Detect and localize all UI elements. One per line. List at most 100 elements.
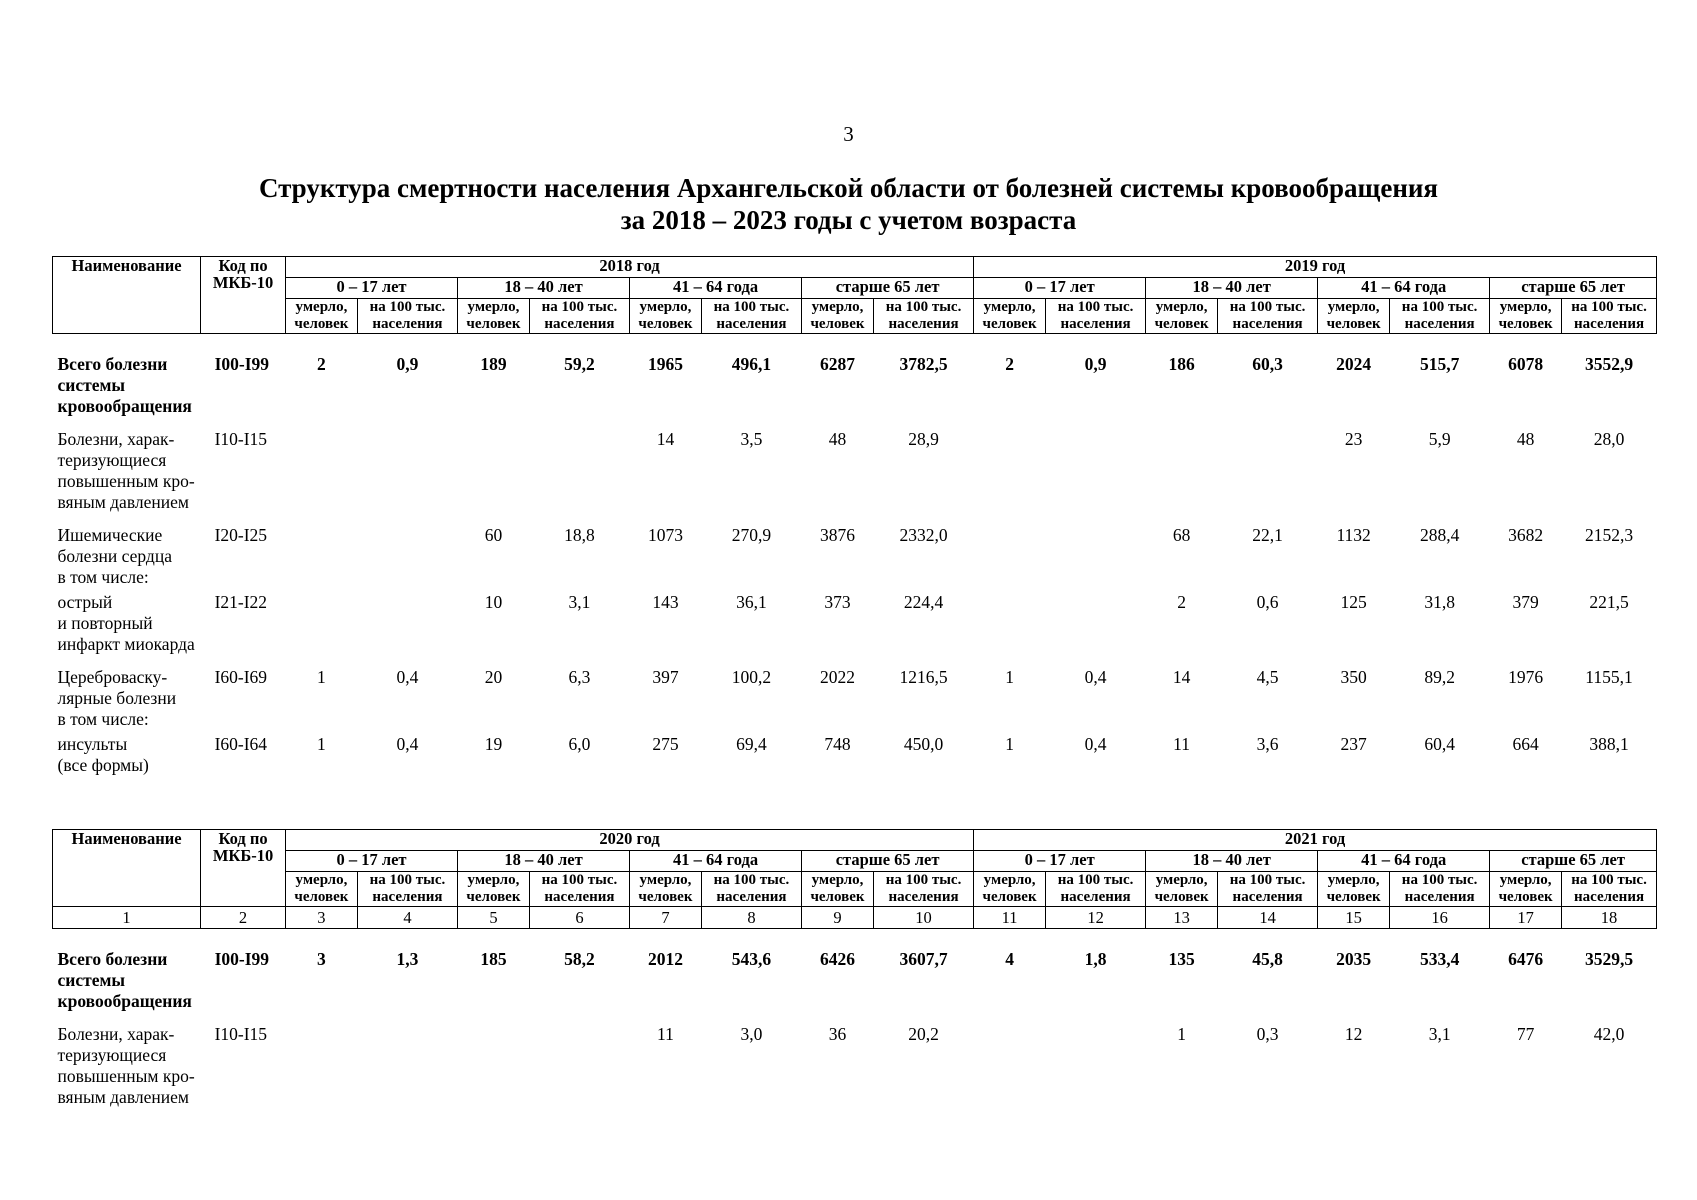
row-value: 6287 bbox=[819, 354, 855, 374]
row-value: 221,5 bbox=[1589, 592, 1629, 612]
row-name: острый и повторный инфаркт миокарда bbox=[57, 592, 195, 654]
row-value: 3 bbox=[317, 949, 326, 969]
row-name: Всего болезни системы кровообращения bbox=[57, 949, 192, 1011]
row-value: 69,4 bbox=[736, 734, 767, 754]
row-value: 18,8 bbox=[564, 525, 595, 545]
header-row-ages: 0 – 17 лет 18 – 40 лет 41 – 64 года старше … bbox=[53, 277, 1657, 299]
row-name: Ишемические болезни сердца в том числе: bbox=[57, 525, 172, 587]
row-value: 1 bbox=[317, 667, 326, 687]
row-code: I10-I15 bbox=[214, 1024, 268, 1044]
row-value: 1 bbox=[317, 734, 326, 754]
header-died: умерло, человек bbox=[457, 298, 530, 334]
header-died: умерло, человек bbox=[1317, 871, 1391, 907]
row-value: 237 bbox=[1340, 734, 1367, 754]
header-died: умерло, человек bbox=[801, 871, 874, 907]
document-title: Структура смертности населения Архангель… bbox=[0, 172, 1697, 236]
row-value: 3,0 bbox=[740, 1024, 763, 1044]
row-value: 6426 bbox=[819, 949, 855, 969]
row-value: 388,1 bbox=[1589, 734, 1629, 754]
header-rate: на 100 тыс. населения bbox=[1045, 298, 1147, 334]
row-value bbox=[1046, 525, 1146, 592]
row-value: 11 bbox=[657, 1024, 674, 1044]
row-name: Всего болезни системы кровообращения bbox=[57, 354, 192, 416]
row-code: I20-I25 bbox=[214, 525, 268, 545]
row-value: 2022 bbox=[819, 667, 855, 687]
header-row-years: Наименование Код по МКБ-10 2020 год 2021 год bbox=[51, 829, 1657, 907]
row-value: 1 bbox=[1005, 667, 1014, 687]
header-died: умерло, человек bbox=[285, 298, 358, 334]
column-number: 2 bbox=[200, 906, 286, 929]
row-value: 60,4 bbox=[1424, 734, 1455, 754]
row-value: 14 bbox=[656, 429, 675, 449]
row-value: 1 bbox=[1005, 734, 1014, 754]
row-value: 270,9 bbox=[731, 525, 772, 545]
header-code: Код по МКБ-10 bbox=[200, 829, 286, 907]
header-age-group: 18 – 40 лет bbox=[1145, 277, 1319, 299]
row-value bbox=[286, 525, 358, 592]
header-died: умерло, человек bbox=[973, 298, 1047, 334]
row-value: 0,4 bbox=[396, 734, 419, 754]
row-code: I60-I64 bbox=[214, 734, 268, 754]
row-value: 0,4 bbox=[396, 667, 419, 687]
header-died: умерло, человек bbox=[629, 871, 702, 907]
column-number: 18 bbox=[1561, 906, 1657, 929]
row-value: 350 bbox=[1340, 667, 1367, 687]
column-number: 11 bbox=[973, 906, 1047, 929]
row-value bbox=[357, 525, 457, 592]
row-value: 3682 bbox=[1508, 525, 1544, 545]
header-died: умерло, человек bbox=[1317, 298, 1391, 334]
row-value: 20,2 bbox=[908, 1024, 939, 1044]
row-value: 0,6 bbox=[1256, 592, 1279, 612]
row-value: 4 bbox=[1005, 949, 1014, 969]
table-row: Цереброваску-лярные болезни в том числе: I… bbox=[53, 667, 1657, 734]
row-value: 68 bbox=[1172, 525, 1191, 545]
header-age-group: 0 – 17 лет bbox=[284, 277, 459, 299]
row-value: 2332,0 bbox=[899, 525, 948, 545]
row-value: 23 bbox=[1344, 429, 1363, 449]
row-value: 2035 bbox=[1336, 949, 1372, 969]
row-value: 224,4 bbox=[903, 592, 944, 612]
row-name: инсульты (все формы) bbox=[57, 734, 149, 775]
row-value: 3,6 bbox=[1256, 734, 1279, 754]
row-value bbox=[974, 592, 1046, 667]
row-value: 0,9 bbox=[1084, 354, 1107, 374]
row-value: 6476 bbox=[1508, 949, 1544, 969]
row-value: 533,4 bbox=[1419, 949, 1460, 969]
row-value: 11 bbox=[1173, 734, 1191, 754]
row-value: 1073 bbox=[647, 525, 683, 545]
header-rate: на 100 тыс. населения bbox=[700, 871, 803, 907]
header-age-group: старше 65 лет bbox=[801, 850, 975, 872]
header-year: 2021 год bbox=[973, 829, 1657, 851]
header-code: Код по МКБ-10 bbox=[200, 256, 286, 334]
header-name: Наименование bbox=[51, 829, 202, 907]
header-name: Наименование bbox=[51, 256, 202, 334]
row-value: 143 bbox=[652, 592, 679, 612]
row-value: 31,8 bbox=[1424, 592, 1455, 612]
row-value: 2012 bbox=[647, 949, 683, 969]
header-age-group: 41 – 64 года bbox=[1317, 850, 1491, 872]
header-died: умерло, человек bbox=[973, 871, 1047, 907]
row-value: 6,3 bbox=[568, 667, 591, 687]
row-value: 10 bbox=[484, 592, 503, 612]
row-value bbox=[1218, 429, 1318, 525]
row-value: 77 bbox=[1516, 1024, 1535, 1044]
row-name: Болезни, харак-теризующиеся повышенным кр… bbox=[57, 429, 195, 512]
row-value bbox=[357, 1024, 457, 1120]
row-value: 288,4 bbox=[1419, 525, 1460, 545]
table-row: Болезни, харак-теризующиеся повышенным кр… bbox=[53, 429, 1657, 525]
row-value: 0,9 bbox=[396, 354, 419, 374]
table-row: Всего болезни системы кровообращения I00-I9… bbox=[53, 929, 1657, 1025]
row-value: 275 bbox=[652, 734, 679, 754]
row-value: 135 bbox=[1168, 949, 1195, 969]
row-value: 1965 bbox=[647, 354, 683, 374]
row-value: 36 bbox=[828, 1024, 847, 1044]
row-value: 3782,5 bbox=[899, 354, 948, 374]
row-value: 2 bbox=[1177, 592, 1186, 612]
row-value bbox=[357, 592, 457, 667]
row-value: 36,1 bbox=[736, 592, 767, 612]
header-age-group: старше 65 лет bbox=[1489, 277, 1657, 299]
row-value: 1 bbox=[1177, 1024, 1186, 1044]
row-value: 12 bbox=[1344, 1024, 1363, 1044]
row-value: 189 bbox=[480, 354, 507, 374]
row-value: 6078 bbox=[1508, 354, 1544, 374]
